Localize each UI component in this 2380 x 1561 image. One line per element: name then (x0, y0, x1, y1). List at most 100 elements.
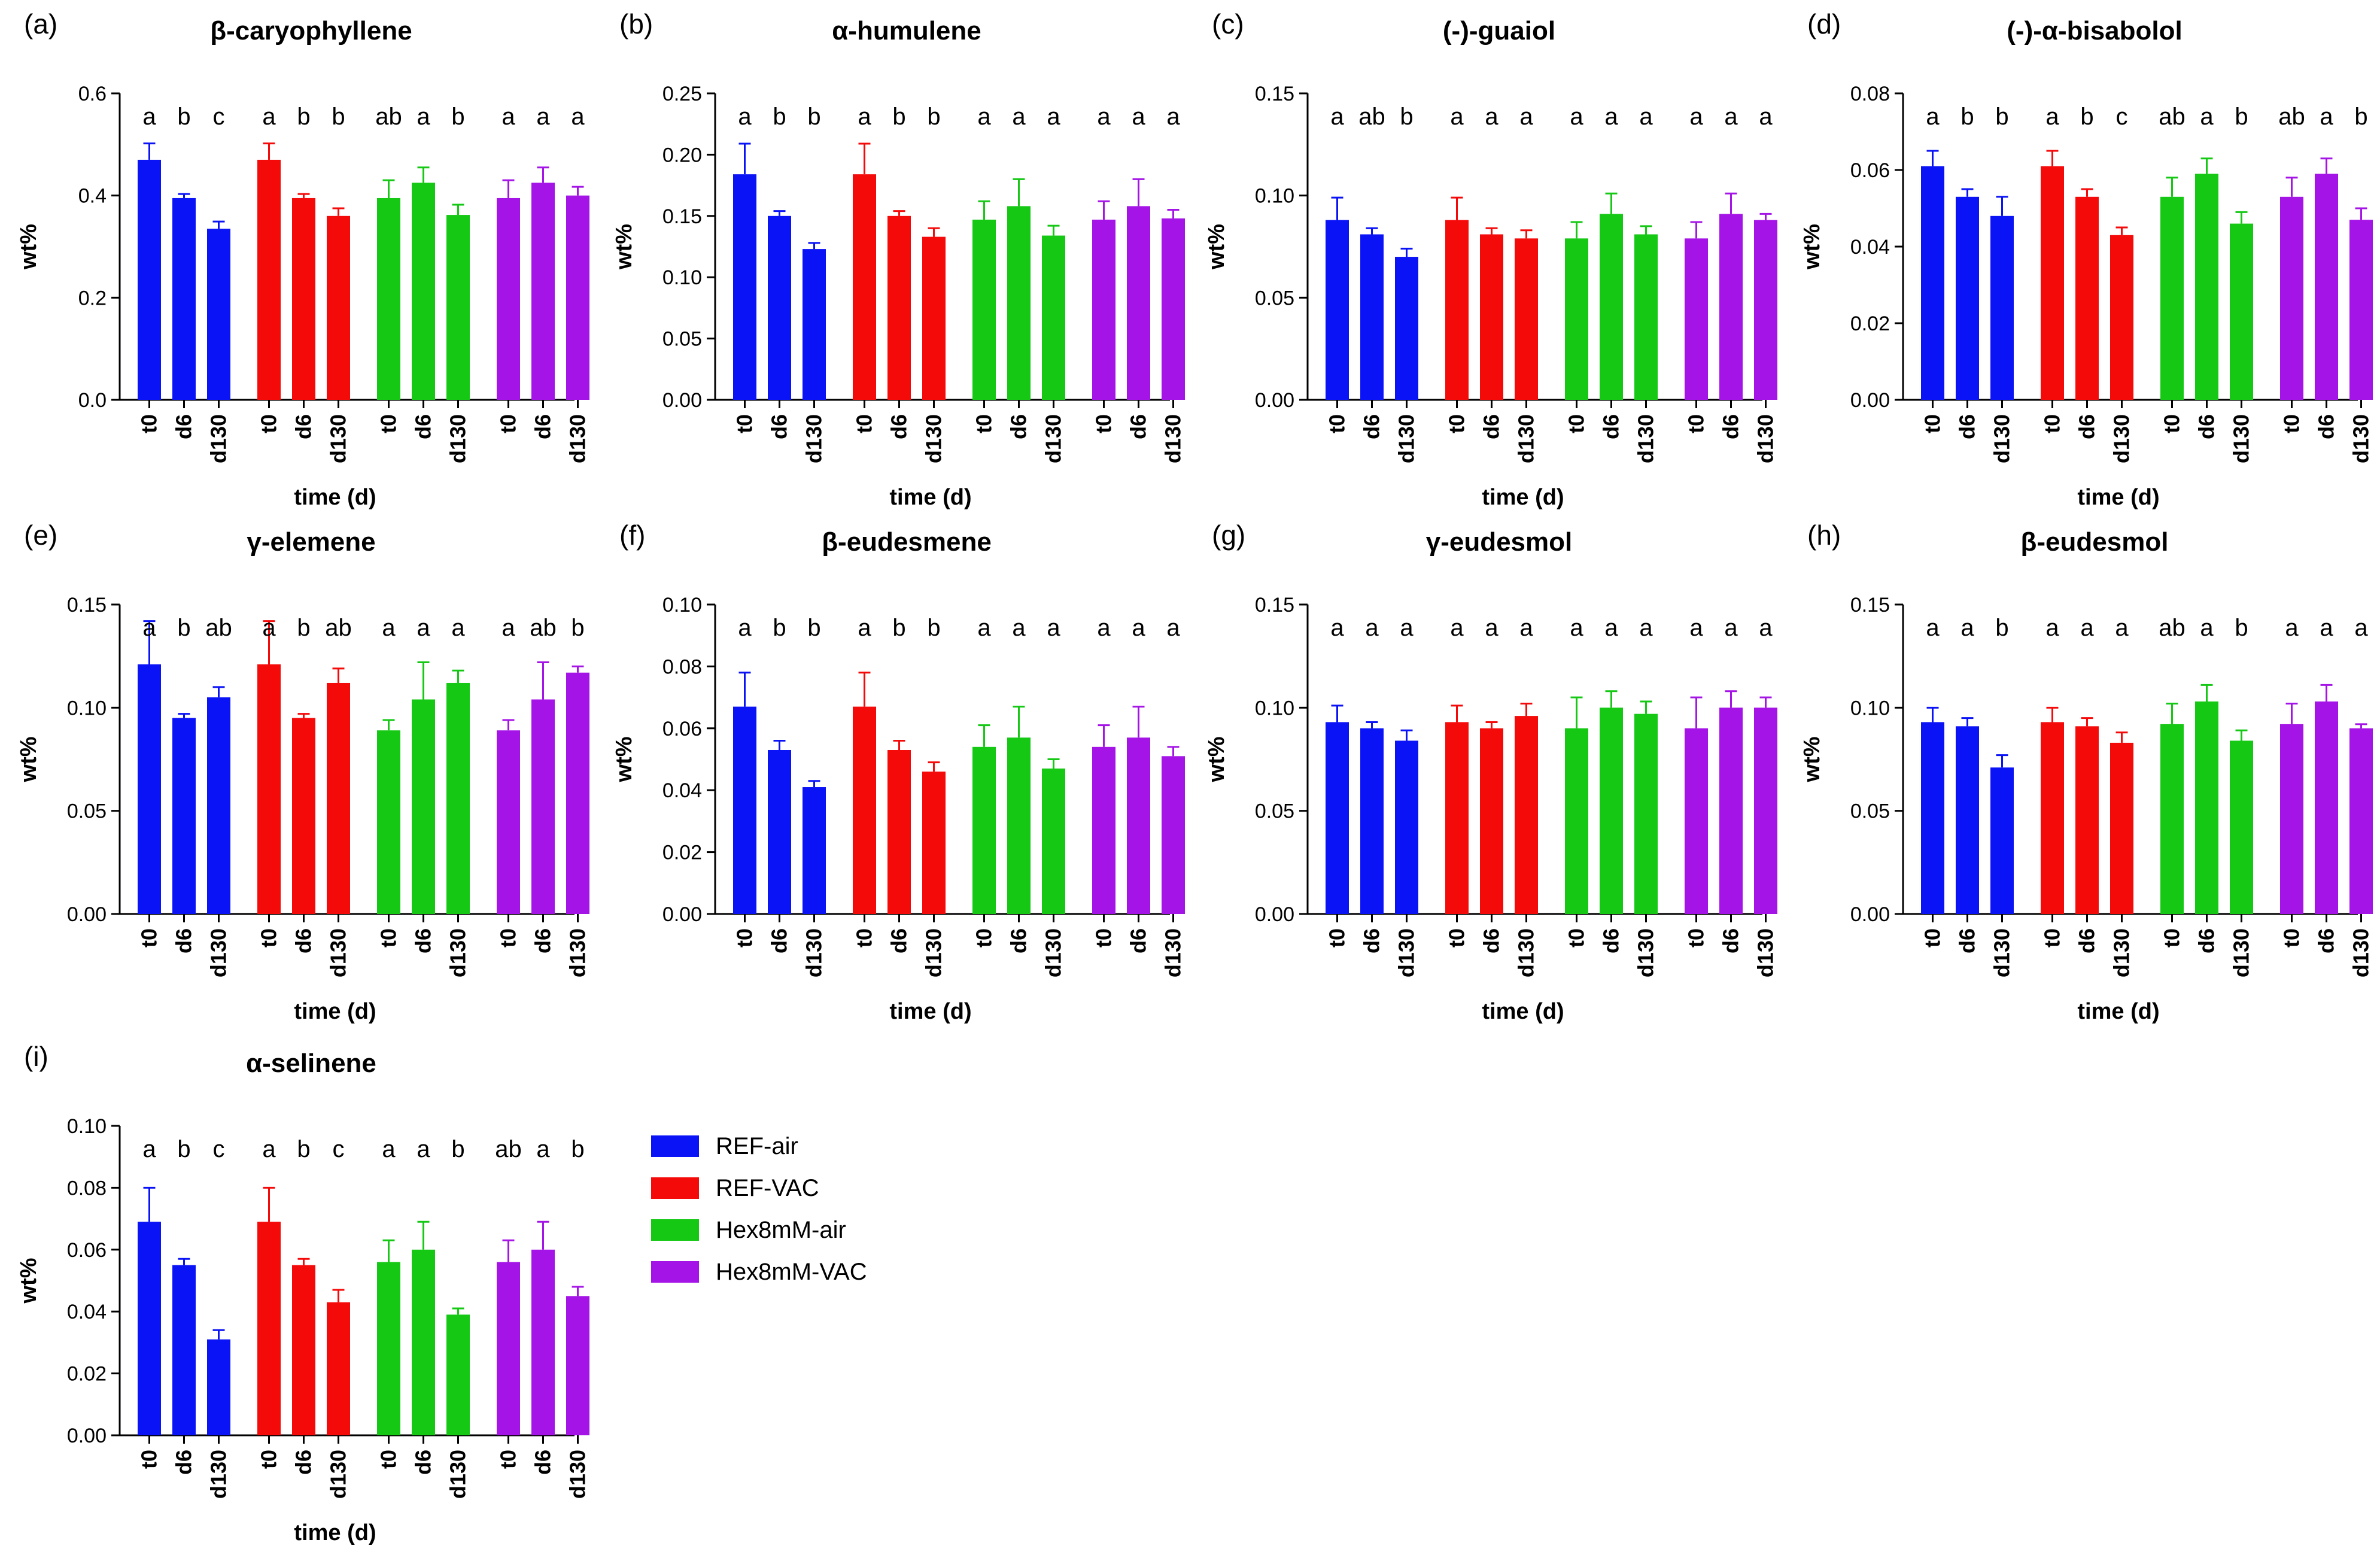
x-tick-label: d130 (1634, 928, 1658, 977)
significance-letter: a (571, 104, 585, 130)
bar (1719, 214, 1743, 400)
significance-letter: c (333, 1136, 345, 1162)
legend-swatch (651, 1219, 699, 1241)
x-tick-label: t0 (496, 414, 521, 433)
significance-letter: a (2115, 615, 2129, 641)
significance-letter: a (382, 1136, 396, 1162)
x-tick-label: d6 (172, 414, 196, 439)
significance-letter: a (1450, 104, 1464, 130)
panel-label: (c) (1212, 8, 1244, 40)
y-tick-label: 0.02 (67, 1363, 107, 1386)
significance-letter: b (1995, 104, 2008, 130)
x-tick-label: d6 (172, 928, 196, 953)
bar (853, 174, 876, 400)
x-tick-label: d6 (411, 414, 436, 439)
bar (2160, 196, 2184, 400)
bar (531, 1249, 555, 1435)
bar (327, 215, 350, 400)
bar (412, 183, 435, 400)
significance-letter: a (977, 104, 991, 130)
bar (138, 664, 161, 914)
significance-letter: b (297, 1136, 310, 1162)
significance-letter: a (2080, 615, 2094, 641)
y-tick-label: 0.00 (1255, 903, 1294, 926)
bar (1162, 218, 1185, 400)
significance-letter: a (1012, 615, 1026, 641)
y-tick-label: 0.05 (662, 328, 702, 351)
bar (1326, 722, 1349, 914)
y-tick-label: 0.10 (1850, 697, 1890, 719)
significance-letter: a (1570, 615, 1583, 641)
bar (1480, 234, 1503, 400)
significance-letter: a (1166, 615, 1180, 641)
x-tick-label: t0 (1920, 928, 1945, 947)
y-tick-label: 0.06 (662, 718, 702, 740)
significance-letter: a (417, 1136, 430, 1162)
x-tick-label: d130 (2229, 414, 2254, 463)
bar (2195, 174, 2218, 400)
bar (803, 249, 826, 400)
bar (1445, 220, 1469, 400)
bar (887, 749, 911, 914)
legend-label: REF-VAC (716, 1175, 819, 1201)
y-axis-title: wt% (1800, 737, 1825, 783)
chart-panel: (e) γ-elemene 0.00 0.05 0.10 0.15 wt% t0 a d6 b d13… (16, 520, 590, 1024)
x-tick-label: t0 (972, 928, 996, 947)
bar (1565, 728, 1588, 914)
x-tick-label: d130 (1634, 414, 1658, 463)
legend: REF-air REF-VAC Hex8mM-air Hex8mM-VAC (651, 1133, 867, 1285)
significance-letter: a (1926, 615, 1940, 641)
panel-label: (i) (24, 1041, 48, 1072)
bar (972, 219, 996, 400)
bar (768, 749, 791, 914)
y-tick-label: 0.6 (78, 83, 107, 105)
x-tick-label: d6 (531, 928, 555, 953)
bar (257, 159, 281, 400)
x-tick-label: d130 (326, 928, 351, 977)
x-tick-label: d6 (1955, 928, 1980, 953)
x-tick-label: d130 (446, 414, 470, 463)
x-tick-label: d130 (446, 1450, 470, 1499)
x-tick-label: t0 (2279, 928, 2304, 947)
x-axis-title: time (d) (294, 485, 376, 510)
bar (1042, 235, 1065, 400)
bar (1600, 214, 1623, 400)
legend-label: Hex8mM-air (716, 1217, 846, 1243)
x-tick-label: d6 (172, 1450, 196, 1475)
bar (1685, 728, 1708, 914)
significance-letter: a (1689, 615, 1703, 641)
x-tick-label: d6 (1719, 928, 1743, 953)
y-tick-label: 0.04 (662, 779, 702, 802)
y-axis-title: wt% (1204, 737, 1229, 783)
significance-letter: b (297, 615, 310, 641)
bar (1395, 257, 1418, 400)
bar (2041, 166, 2064, 400)
x-tick-label: d130 (2110, 928, 2134, 977)
x-tick-label: d6 (1479, 928, 1504, 953)
bar (566, 195, 589, 400)
significance-letter: b (807, 104, 820, 130)
x-tick-label: t0 (376, 414, 401, 433)
bar (446, 215, 470, 400)
significance-letter: a (2200, 615, 2214, 641)
y-tick-label: 0.00 (662, 903, 702, 926)
significance-letter: ab (2278, 104, 2305, 130)
significance-letter: ab (530, 615, 557, 641)
bar (1685, 238, 1708, 400)
y-tick-label: 0.00 (662, 389, 702, 412)
bar (566, 672, 589, 914)
x-tick-label: d130 (1394, 928, 1419, 977)
significance-letter: a (142, 1136, 156, 1162)
x-tick-label: d130 (1990, 414, 2014, 463)
x-tick-label: t0 (2160, 928, 2184, 947)
x-tick-label: t0 (1445, 414, 1469, 433)
legend-label: REF-air (716, 1133, 798, 1159)
significance-letter: ab (495, 1136, 522, 1162)
bar (768, 215, 791, 400)
x-tick-label: t0 (137, 414, 162, 433)
x-tick-label: d130 (802, 928, 826, 977)
panel-label: (f) (619, 520, 645, 551)
x-tick-label: d130 (1041, 414, 1066, 463)
bar (497, 730, 520, 914)
chart-panel: (f) β-eudesmene 0.00 0.02 0.04 0.06 0.08 0.10 wt… (612, 520, 1186, 1024)
